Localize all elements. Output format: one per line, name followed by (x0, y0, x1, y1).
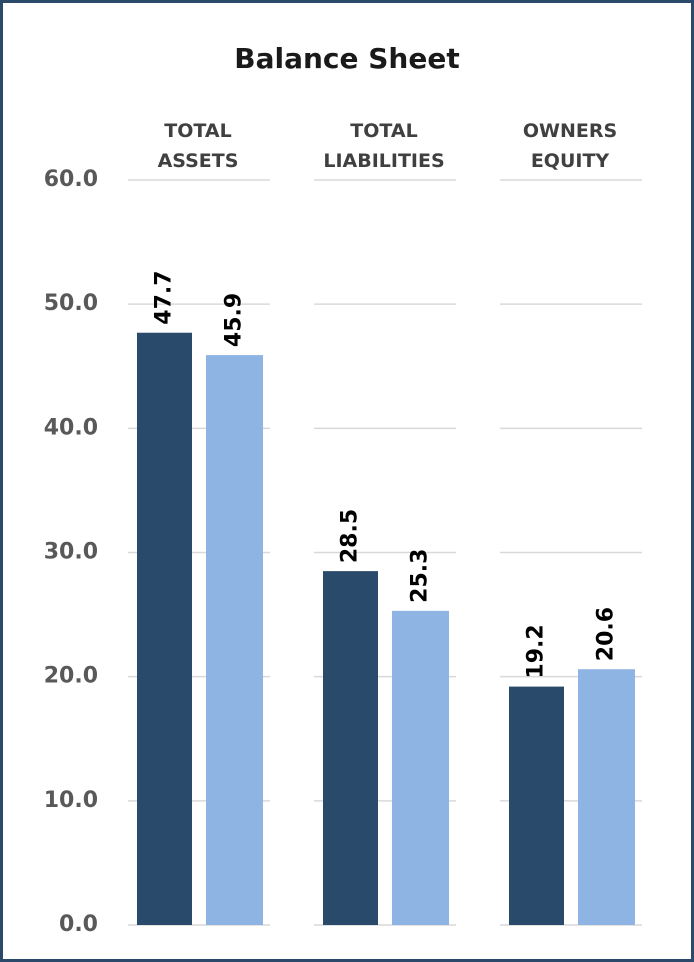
y-tick-label: 40.0 (44, 415, 98, 440)
y-tick-label: 20.0 (44, 664, 98, 689)
value-label: 45.9 (222, 293, 247, 347)
bar (323, 571, 378, 925)
value-label: 20.6 (594, 607, 619, 661)
bar (206, 355, 263, 925)
y-tick-label: 30.0 (44, 540, 98, 565)
y-tick-label: 50.0 (44, 291, 98, 316)
value-label: 47.7 (152, 270, 177, 324)
y-tick-label: 0.0 (59, 912, 98, 937)
bar (137, 332, 192, 926)
x-tick-label: TOTAL ASSETS (157, 120, 239, 172)
y-tick-label: 10.0 (44, 788, 98, 813)
chart-title: Balance Sheet (234, 42, 459, 75)
bar (509, 686, 564, 925)
value-label: 25.3 (408, 549, 433, 603)
bar (578, 669, 635, 925)
y-tick-label: 60.0 (44, 167, 98, 192)
x-tick-label: OWNERS EQUITY (522, 120, 618, 172)
value-label: 19.2 (524, 624, 549, 678)
bar (392, 610, 449, 925)
x-tick-label: TOTAL LIABILITIES (323, 120, 445, 172)
value-label: 28.5 (338, 509, 363, 563)
